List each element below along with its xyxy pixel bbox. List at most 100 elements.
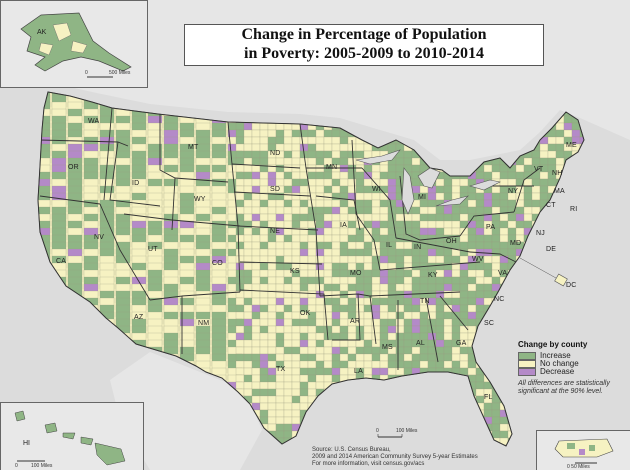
county-cell: [323, 409, 333, 418]
county-cell: [403, 409, 413, 418]
county-cell: [299, 157, 309, 166]
county-cell: [467, 199, 477, 208]
county-cell: [491, 171, 501, 180]
county-cell: [267, 234, 277, 243]
county-cell: [267, 171, 277, 180]
county-cell: [507, 311, 517, 320]
county-cell: [507, 325, 517, 334]
county-cell: [371, 388, 381, 397]
county-cell: [243, 290, 253, 299]
county-cell: [243, 318, 253, 327]
county-cell: [259, 381, 269, 390]
county-cell: [299, 276, 309, 285]
alaska-scale-label: 500 Miles: [109, 70, 131, 76]
county-cell: [251, 388, 261, 397]
county-cell: [563, 234, 573, 243]
hawaii-scale-label: 100 Miles: [31, 463, 53, 469]
county-cell: [251, 136, 261, 145]
county-cell: [307, 115, 317, 124]
county-cell: [451, 374, 461, 383]
county-cell: [243, 192, 253, 201]
county-cell: [443, 437, 453, 446]
county-cell: [531, 297, 541, 306]
county-cell: [379, 283, 389, 292]
county-cell: [499, 388, 509, 397]
county-cell: [243, 122, 253, 131]
county-cell: [283, 283, 293, 292]
county-cell: [283, 430, 293, 439]
county-cell: [531, 185, 541, 194]
county-cell: [515, 423, 525, 432]
county-cell: [515, 262, 525, 271]
county-cell: [339, 346, 349, 355]
county-cell: [83, 353, 99, 367]
county-cell: [243, 234, 253, 243]
county-cell: [427, 255, 437, 264]
county-cell: [38, 374, 51, 388]
county-cell: [235, 311, 245, 320]
county-cell: [339, 129, 349, 138]
county-cell: [251, 353, 261, 362]
county-cell: [371, 213, 381, 222]
county-cell: [251, 367, 261, 376]
state-label-mi: MI: [418, 194, 427, 201]
county-cell: [411, 311, 421, 320]
county-cell: [331, 136, 341, 145]
county-cell: [459, 395, 469, 404]
county-cell: [315, 213, 325, 222]
county-cell: [339, 311, 349, 320]
county-cell: [379, 374, 389, 383]
county-cell: [419, 318, 429, 327]
county-cell: [339, 150, 349, 159]
county-cell: [459, 304, 469, 313]
county-cell: [235, 304, 245, 313]
county-cell: [51, 388, 67, 402]
county-cell: [363, 262, 373, 271]
county-cell: [515, 437, 525, 446]
county-cell: [243, 381, 253, 390]
county-cell: [555, 227, 565, 236]
county-cell: [291, 234, 301, 243]
county-cell: [371, 416, 381, 425]
county-cell: [307, 409, 317, 418]
county-cell: [579, 409, 584, 418]
county-cell: [467, 402, 477, 411]
county-cell: [259, 388, 269, 397]
county-cell: [467, 297, 477, 306]
state-label-il: IL: [386, 242, 393, 249]
county-cell: [259, 360, 269, 369]
county-cell: [347, 262, 357, 271]
county-cell: [347, 339, 357, 348]
county-cell: [419, 416, 429, 425]
county-cell: [555, 220, 565, 229]
county-cell: [395, 248, 405, 257]
county-cell: [563, 171, 573, 180]
county-cell: [307, 136, 317, 145]
county-cell: [235, 178, 245, 187]
county-cell: [563, 241, 573, 250]
county-cell: [291, 290, 301, 299]
county-cell: [347, 325, 357, 334]
county-cell: [347, 381, 357, 390]
county-cell: [243, 325, 253, 334]
county-cell: [99, 388, 115, 402]
county-cell: [419, 367, 429, 376]
county-cell: [579, 178, 584, 187]
alaska-inset: AK 0 500 Miles: [0, 0, 148, 88]
county-cell: [507, 220, 517, 229]
county-cell: [539, 262, 549, 271]
county-cell: [531, 402, 541, 411]
county-cell: [539, 255, 549, 264]
state-label-de: DE: [546, 246, 557, 253]
county-cell: [443, 374, 453, 383]
county-cell: [467, 276, 477, 285]
county-cell: [411, 381, 421, 390]
county-cell: [555, 248, 565, 257]
county-cell: [515, 409, 525, 418]
county-cell: [451, 164, 461, 173]
county-cell: [243, 241, 253, 250]
county-cell: [387, 311, 397, 320]
county-cell: [307, 325, 317, 334]
county-cell: [435, 332, 445, 341]
county-cell: [435, 437, 445, 446]
